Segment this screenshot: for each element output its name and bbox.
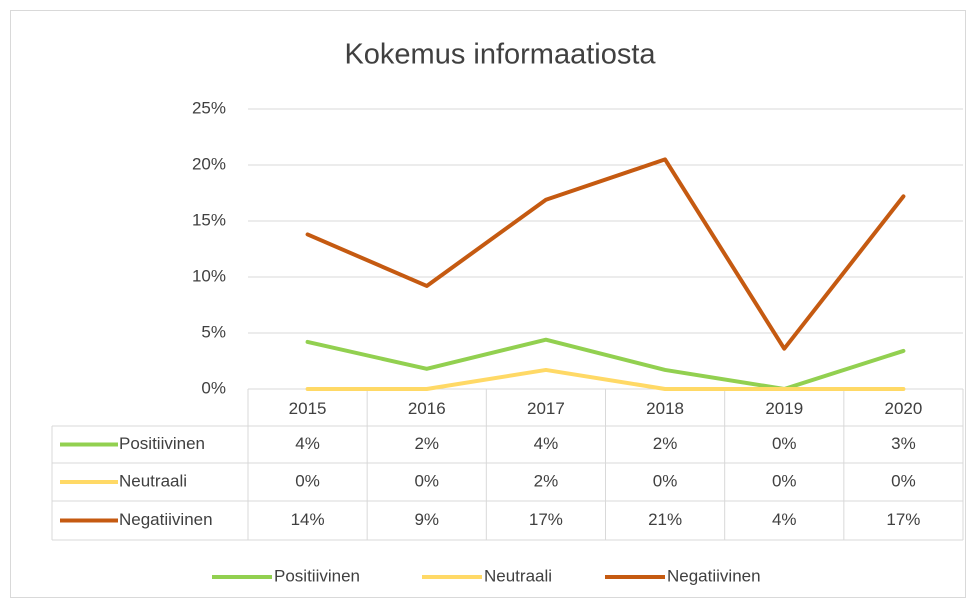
series-line: [305, 157, 906, 351]
x-tick-label: 2020: [885, 399, 923, 418]
series-line: [305, 367, 906, 391]
table-cell: 0%: [891, 471, 916, 490]
chart-title: Kokemus informaatiosta: [344, 39, 656, 71]
legend-label: Negatiivinen: [667, 566, 761, 585]
x-tick-label: 2019: [765, 399, 803, 418]
legend-label: Positiivinen: [274, 566, 360, 585]
chart-border: [10, 10, 966, 598]
table-cell: 2%: [653, 434, 678, 453]
table-row-label: Positiivinen: [119, 434, 205, 453]
y-tick-label: 0%: [201, 378, 226, 397]
table-cell: 17%: [886, 510, 920, 529]
legend-label: Neutraali: [484, 566, 552, 585]
x-tick-label: 2018: [646, 399, 684, 418]
table-cell: 14%: [291, 510, 325, 529]
y-tick-label: 20%: [192, 154, 226, 173]
y-tick-label: 10%: [192, 266, 226, 285]
table-cell: 0%: [772, 434, 797, 453]
y-tick-label: 25%: [192, 98, 226, 117]
table-cell: 0%: [653, 471, 678, 490]
x-tick-label: 2017: [527, 399, 565, 418]
table-cell: 0%: [414, 471, 439, 490]
table-cell: 9%: [414, 510, 439, 529]
table-row-label: Negatiivinen: [119, 510, 213, 529]
table-row-label: Neutraali: [119, 471, 187, 490]
table-cell: 21%: [648, 510, 682, 529]
table-cell: 17%: [529, 510, 563, 529]
table-cell: 4%: [295, 434, 320, 453]
series-line: [305, 337, 906, 391]
table-cell: 0%: [295, 471, 320, 490]
x-tick-label: 2016: [408, 399, 446, 418]
table-cell: 2%: [414, 434, 439, 453]
table-cell: 0%: [772, 471, 797, 490]
table-cell: 3%: [891, 434, 916, 453]
table-cell: 4%: [772, 510, 797, 529]
y-tick-label: 15%: [192, 210, 226, 229]
x-tick-label: 2015: [289, 399, 327, 418]
table-cell: 2%: [534, 471, 559, 490]
table-cell: 4%: [534, 434, 559, 453]
y-tick-label: 5%: [201, 322, 226, 341]
